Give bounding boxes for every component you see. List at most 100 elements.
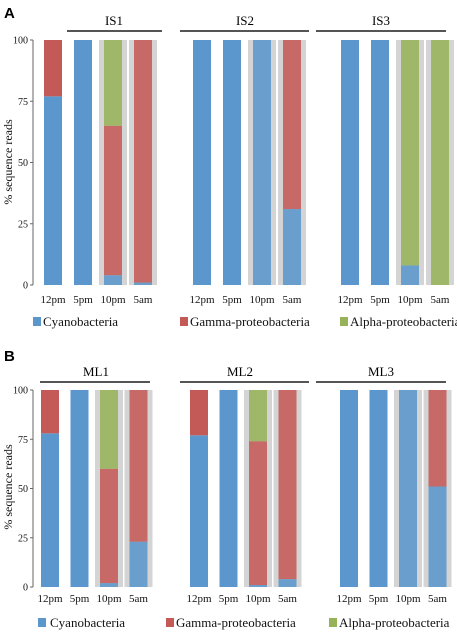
group-title-is3: IS3: [372, 13, 390, 28]
legend-panel-a: Cyanobacteria Gamma-proteobacteria Alpha-p…: [33, 314, 457, 329]
bar-ml3-5am-cyanobacteria: [428, 486, 447, 587]
bar-is1-10pm-gamma-proteobacteria: [104, 125, 122, 276]
bar-is2-5am-gamma-proteobacteria: [283, 40, 301, 210]
x-tick-label-is3-12pm: 12pm: [337, 294, 363, 306]
x-tick-label-is2-5pm: 5pm: [222, 294, 242, 306]
bar-ml2-12pm-cyanobacteria: [190, 435, 208, 587]
legend-swatch-gamma-proteobacteria: [166, 618, 174, 627]
x-tick-label-ml1-5pm: 5pm: [70, 593, 90, 605]
bar-is1-5am-cyanobacteria: [134, 282, 152, 285]
x-tick-label-is2-10pm: 10pm: [249, 294, 275, 306]
bar-ml3-10pm-cyanobacteria: [399, 390, 417, 587]
x-tick-label-ml1-10pm: 10pm: [96, 593, 122, 605]
bar-is3-10pm-alpha-proteobacteria: [401, 40, 419, 266]
bar-is1-10pm-alpha-proteobacteria: [104, 40, 122, 126]
group-title-ml3: ML3: [368, 364, 394, 379]
bar-is2-5am-cyanobacteria: [283, 209, 301, 285]
legend-label-gamma-proteobacteria: Gamma-proteobacteria: [190, 314, 310, 329]
panel-b-y-tick-label: 50: [18, 484, 28, 495]
x-tick-label-ml3-12pm: 12pm: [336, 593, 362, 605]
x-tick-label-is3-5am: 5am: [431, 294, 450, 306]
x-tick-label-is1-5am: 5am: [134, 294, 153, 306]
x-tick-label-ml3-5am: 5am: [428, 593, 447, 605]
bar-ml1-12pm-cyanobacteria: [41, 433, 59, 587]
bar-ml1-10pm-alpha-proteobacteria: [100, 390, 118, 469]
legend-swatch-cyanobacteria: [38, 618, 46, 627]
x-tick-label-ml2-5am: 5am: [278, 593, 297, 605]
panel-a-y-tick-label: 75: [18, 97, 28, 108]
bar-ml2-12pm-gamma-proteobacteria: [190, 390, 208, 436]
x-tick-label-ml1-12pm: 12pm: [37, 593, 63, 605]
y-axis-label-b: % sequence reads: [1, 444, 15, 530]
bar-is1-5pm-cyanobacteria: [74, 40, 92, 285]
bar-ml3-5am-gamma-proteobacteria: [428, 390, 447, 487]
x-tick-label-is2-5am: 5am: [283, 294, 302, 306]
panel-b-y-tick-label: 0: [23, 583, 28, 594]
bar-ml2-5pm-cyanobacteria: [219, 390, 238, 587]
x-tick-label-is3-5pm: 5pm: [370, 294, 390, 306]
bar-is3-5pm-cyanobacteria: [371, 40, 389, 285]
panel-a-letter: A: [4, 5, 15, 22]
x-tick-label-ml3-5pm: 5pm: [369, 593, 389, 605]
panel-b-y-tick-label: 100: [13, 386, 28, 397]
bar-is1-10pm-cyanobacteria: [104, 275, 122, 285]
bar-ml2-10pm-alpha-proteobacteria: [249, 390, 267, 442]
panel-a-y-tick-label: 50: [18, 158, 28, 169]
group-title-ml2: ML2: [227, 364, 253, 379]
x-tick-label-ml2-5pm: 5pm: [219, 593, 239, 605]
legend-label-cyanobacteria: Cyanobacteria: [43, 314, 118, 329]
bar-ml2-10pm-gamma-proteobacteria: [249, 441, 267, 586]
legend-label-alpha-proteobacteria: Alpha-proteobacteria: [350, 314, 457, 329]
bar-ml1-10pm-gamma-proteobacteria: [100, 468, 118, 584]
group-title-is1: IS1: [105, 13, 123, 28]
bar-is2-5pm-cyanobacteria: [223, 40, 241, 285]
x-tick-label-is3-10pm: 10pm: [397, 294, 423, 306]
bar-ml1-12pm-gamma-proteobacteria: [41, 390, 59, 434]
x-tick-label-ml1-5am: 5am: [129, 593, 148, 605]
group-title-is2: IS2: [236, 13, 254, 28]
legend-swatch-alpha-proteobacteria: [340, 317, 348, 326]
bar-ml3-5pm-cyanobacteria: [369, 390, 388, 587]
legend-label-gamma-proteobacteria: Gamma-proteobacteria: [176, 615, 296, 630]
legend-swatch-cyanobacteria: [33, 317, 41, 326]
panel-a-y-tick-label: 25: [18, 219, 28, 230]
x-tick-label-is2-12pm: 12pm: [189, 294, 215, 306]
bar-ml3-12pm-cyanobacteria: [340, 390, 358, 587]
x-tick-label-is1-10pm: 10pm: [100, 294, 126, 306]
bar-is2-12pm-cyanobacteria: [193, 40, 211, 285]
bar-is1-12pm-cyanobacteria: [44, 96, 62, 285]
panel-b-y-tick-label: 25: [18, 533, 28, 544]
x-tick-label-ml2-10pm: 10pm: [245, 593, 271, 605]
bar-ml1-5pm-cyanobacteria: [70, 390, 89, 587]
panel-a: A IS1 IS2 IS3 % sequence reads 0 25 50 75 10…: [1, 5, 457, 329]
bar-is1-5am-gamma-proteobacteria: [134, 40, 152, 283]
x-tick-label-is1-5pm: 5pm: [73, 294, 93, 306]
x-tick-label-ml3-10pm: 10pm: [395, 593, 421, 605]
panel-b: B ML1 ML2 ML3 % sequence reads 0 25 50 75 10…: [1, 348, 452, 630]
bar-is3-12pm-cyanobacteria: [341, 40, 359, 285]
bars-panel-b: 0 25 50 75 100 12pm 5pm 10pm 5am 12pm 5pm 10pm 5am 12…: [13, 381, 452, 605]
panel-b-letter: B: [4, 348, 15, 365]
bar-is3-10pm-cyanobacteria: [401, 265, 419, 285]
bar-is2-10pm-cyanobacteria: [253, 40, 271, 285]
bar-ml1-10pm-cyanobacteria: [100, 583, 118, 587]
bar-ml1-5am-cyanobacteria: [129, 541, 148, 587]
legend-label-alpha-proteobacteria: Alpha-proteobacteria: [339, 615, 450, 630]
bars-panel-a: 0 25 50 75 100 12pm 5pm 10pm 5am 12pm 5pm 10pm 5am 12…: [13, 30, 454, 306]
y-axis-label-a: % sequence reads: [1, 119, 15, 205]
panel-a-y-tick-label: 100: [13, 36, 28, 47]
legend-swatch-gamma-proteobacteria: [180, 317, 188, 326]
bar-is3-5am-alpha-proteobacteria: [431, 40, 449, 285]
bar-ml1-5am-gamma-proteobacteria: [129, 390, 148, 542]
x-tick-label-is1-12pm: 12pm: [40, 294, 66, 306]
legend-swatch-alpha-proteobacteria: [329, 618, 337, 627]
legend-panel-b: Cyanobacteria Gamma-proteobacteria Alpha-p…: [38, 615, 450, 630]
panel-b-y-tick-label: 75: [18, 435, 28, 446]
bar-ml2-5am-cyanobacteria: [278, 579, 297, 587]
panel-a-y-tick-label: 0: [23, 281, 28, 292]
bar-is1-12pm-gamma-proteobacteria: [44, 40, 62, 97]
legend-label-cyanobacteria: Cyanobacteria: [50, 615, 125, 630]
x-tick-label-ml2-12pm: 12pm: [186, 593, 212, 605]
bar-ml2-10pm-cyanobacteria: [249, 585, 267, 587]
